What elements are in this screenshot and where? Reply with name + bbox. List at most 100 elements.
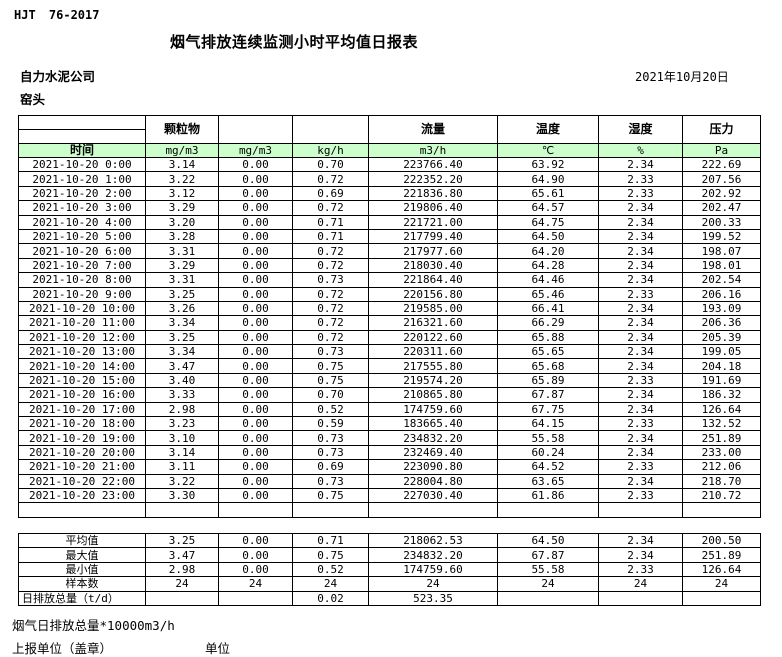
value-cell: 0.00	[218, 185, 293, 202]
value-cell: 2.34	[598, 444, 683, 461]
table-row: 2021-10-20 8:00 3.31 0.00 0.73 221864.40 64.4…	[18, 272, 761, 288]
value-cell: 217555.80	[368, 358, 498, 374]
summary-value-cell: 24	[368, 576, 498, 592]
summary-value-cell: 251.89	[682, 547, 761, 563]
value-cell: 218030.40	[368, 257, 498, 274]
table-row: 2021-10-20 21:00 3.11 0.00 0.69 223090.80 64.…	[18, 459, 761, 475]
time-cell: 2021-10-20 16:00	[18, 387, 146, 403]
value-cell: 183665.40	[368, 416, 498, 432]
units-row: 时间 mg/m3 mg/m3 kg/h m3/h ℃ % Pa	[18, 143, 761, 158]
value-cell: 2.34	[598, 300, 683, 317]
value-cell: 65.46	[497, 286, 599, 302]
summary-value-cell: 523.35	[368, 590, 498, 606]
value-cell: 0.00	[218, 416, 293, 432]
value-cell: 223766.40	[368, 156, 498, 173]
value-cell: 60.24	[497, 444, 599, 461]
value-cell: 193.09	[682, 300, 761, 317]
value-cell: 3.28	[145, 228, 219, 245]
time-cell: 2021-10-20 1:00	[18, 171, 146, 187]
column-header-flow: 流量	[368, 115, 498, 144]
summary-row: 日排放总量（t/d） 0.02 523.35	[18, 590, 761, 606]
value-cell: 0.00	[218, 315, 293, 331]
value-cell: 0.72	[292, 315, 369, 331]
value-cell: 0.00	[218, 372, 293, 389]
value-cell: 0.00	[218, 430, 293, 446]
value-cell: 0.73	[292, 473, 369, 489]
value-cell: 227030.40	[368, 487, 498, 504]
summary-value-cell	[497, 590, 599, 606]
value-cell: 219574.20	[368, 372, 498, 389]
unit-temperature: ℃	[497, 143, 599, 158]
summary-value-cell	[682, 590, 761, 606]
value-cell: 2.33	[598, 416, 683, 432]
value-cell: 0.72	[292, 200, 369, 216]
value-cell: 206.16	[682, 286, 761, 302]
value-cell: 2.98	[145, 401, 219, 418]
value-cell: 2.34	[598, 243, 683, 259]
header-group-row: 颗粒物 流量 温度 湿度 压力	[18, 115, 761, 144]
value-cell: 0.72	[292, 257, 369, 274]
value-cell: 0.69	[292, 459, 369, 475]
value-cell: 3.22	[145, 473, 219, 489]
value-cell: 0.72	[292, 300, 369, 317]
value-cell: 198.07	[682, 243, 761, 259]
value-cell: 0.00	[218, 401, 293, 418]
value-cell: 64.20	[497, 243, 599, 259]
value-cell: 3.14	[145, 444, 219, 461]
column-header-humidity: 湿度	[598, 115, 683, 144]
unit-kgh: kg/h	[292, 143, 369, 158]
page-title: 烟气排放连续监测小时平均值日报表	[170, 33, 419, 51]
table-row: 2021-10-20 20:00 3.14 0.00 0.73 232469.40 60.…	[18, 444, 761, 461]
time-cell: 2021-10-20 12:00	[18, 329, 146, 346]
summary-value-cell: 0.00	[218, 547, 293, 563]
value-cell: 0.70	[292, 387, 369, 403]
value-cell: 3.40	[145, 372, 219, 389]
time-cell: 2021-10-20 0:00	[18, 156, 146, 173]
table-row: 2021-10-20 10:00 3.26 0.00 0.72 219585.00 66.…	[18, 300, 761, 317]
summary-value-cell: 2.98	[145, 561, 219, 578]
value-cell: 3.23	[145, 416, 219, 432]
column-header-blank2	[292, 115, 369, 144]
summary-value-cell: 24	[145, 576, 219, 592]
summary-value-cell: 24	[497, 576, 599, 592]
value-cell: 2.34	[598, 329, 683, 346]
value-cell: 220122.60	[368, 329, 498, 346]
summary-label-cell: 样本数	[18, 576, 146, 592]
summary-row: 样本数 24 24 24 24 24 24 24	[18, 576, 761, 592]
value-cell: 205.39	[682, 329, 761, 346]
summary-value-cell: 0.52	[292, 561, 369, 578]
summary-value-cell: 24	[292, 576, 369, 592]
value-cell: 64.15	[497, 416, 599, 432]
value-cell: 66.41	[497, 300, 599, 317]
value-cell: 0.00	[218, 473, 293, 489]
time-cell: 2021-10-20 2:00	[18, 185, 146, 202]
time-cell: 2021-10-20 23:00	[18, 487, 146, 504]
value-cell: 65.88	[497, 329, 599, 346]
value-cell: 2.34	[598, 200, 683, 216]
value-cell: 186.32	[682, 387, 761, 403]
value-cell: 2.34	[598, 358, 683, 374]
value-cell: 65.65	[497, 344, 599, 360]
table-row: 2021-10-20 0:00 3.14 0.00 0.70 223766.40 63.9…	[18, 156, 761, 173]
time-cell: 2021-10-20 7:00	[18, 257, 146, 274]
time-cell: 2021-10-20 18:00	[18, 416, 146, 432]
unit-label: 单位	[205, 641, 231, 656]
value-cell: 0.71	[292, 228, 369, 245]
time-cell: 2021-10-20 8:00	[18, 272, 146, 288]
value-cell: 65.89	[497, 372, 599, 389]
value-cell: 200.33	[682, 214, 761, 230]
value-cell: 199.52	[682, 228, 761, 245]
summary-value-cell: 0.75	[292, 547, 369, 563]
value-cell: 65.68	[497, 358, 599, 374]
summary-value-cell: 0.00	[218, 561, 293, 578]
report-date: 2021年10月20日	[635, 70, 729, 84]
summary-value-cell: 126.64	[682, 561, 761, 578]
value-cell: 3.25	[145, 329, 219, 346]
summary-value-cell: 67.87	[497, 547, 599, 563]
value-cell: 198.01	[682, 257, 761, 274]
table-row: 2021-10-20 1:00 3.22 0.00 0.72 222352.20 64.9…	[18, 171, 761, 187]
table-row: 2021-10-20 14:00 3.47 0.00 0.75 217555.80 65.…	[18, 358, 761, 374]
value-cell: 202.54	[682, 272, 761, 288]
value-cell: 3.14	[145, 156, 219, 173]
table-row: 2021-10-20 5:00 3.28 0.00 0.71 217799.40 64.5…	[18, 228, 761, 245]
